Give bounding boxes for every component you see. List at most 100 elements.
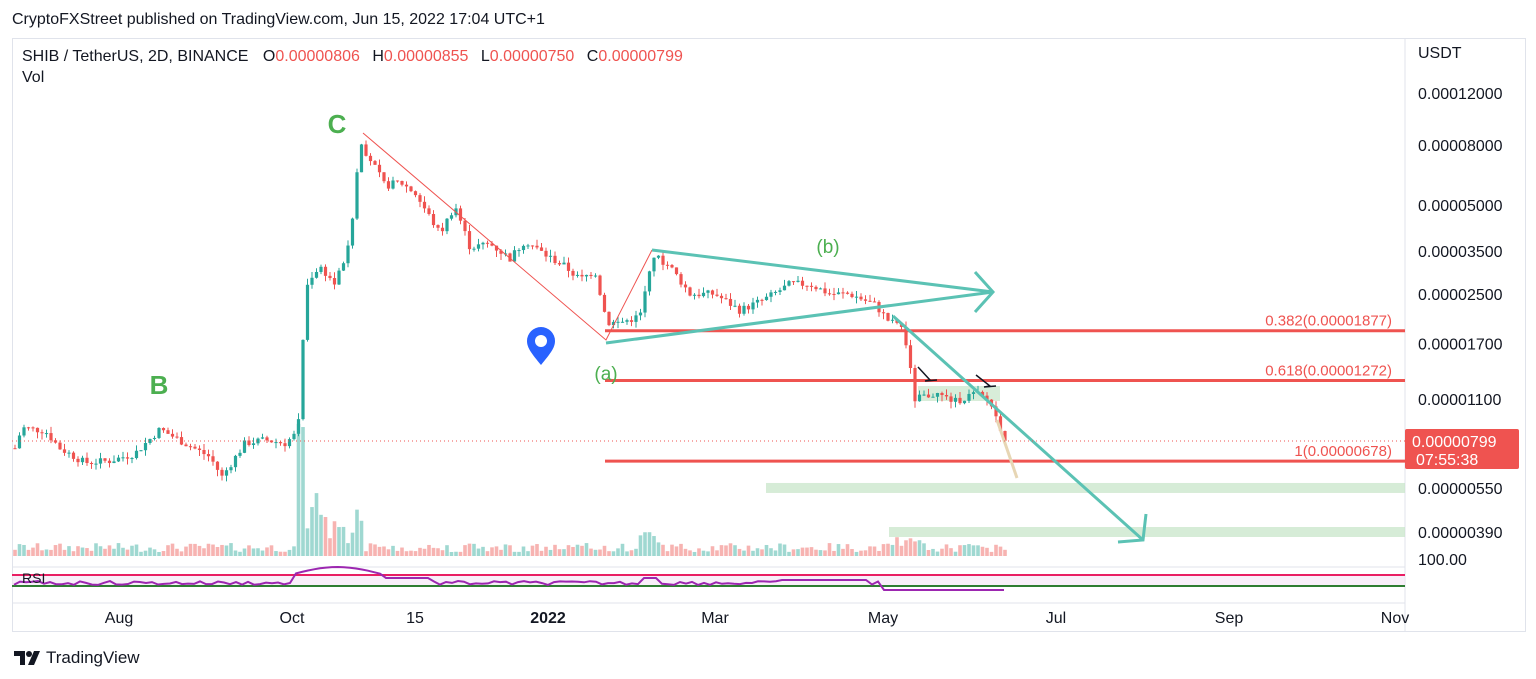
candle: [994, 401, 998, 423]
volume-bar: [692, 551, 697, 556]
volume-bar: [197, 545, 202, 556]
time-tick-label: Nov: [1381, 610, 1409, 627]
candle: [805, 285, 809, 291]
price-tick-label: 0.00005000: [1418, 198, 1503, 215]
volume-bar: [935, 551, 940, 556]
candle: [71, 451, 76, 462]
volume-bar: [328, 538, 332, 556]
price-tick-label: 0.00008000: [1418, 138, 1503, 155]
volume-bar: [872, 546, 877, 556]
volume-bar: [602, 545, 607, 556]
candle: [508, 252, 512, 262]
volume-bar: [152, 549, 157, 556]
candle: [341, 261, 346, 271]
volume-bar: [49, 549, 53, 556]
volume-bar: [256, 548, 260, 556]
candle: [827, 288, 832, 296]
candle: [575, 271, 580, 278]
projection-arrow: [891, 314, 1145, 542]
volume-bar: [980, 546, 985, 556]
candle: [107, 458, 112, 468]
volume-bar: [679, 543, 683, 556]
low-label: L: [481, 48, 490, 65]
candle: [355, 168, 359, 220]
volume-bar: [607, 551, 611, 556]
candle: [548, 249, 553, 263]
volume-bar: [125, 549, 130, 556]
open-value: 0.00000806: [275, 48, 360, 65]
volume-bar: [863, 550, 868, 556]
price-tick-label: 0.00012000: [1418, 86, 1503, 103]
volume-bar: [418, 547, 422, 556]
candle: [400, 180, 404, 187]
candle: [364, 140, 368, 157]
candle: [13, 444, 17, 450]
candle: [58, 440, 62, 450]
time-tick-label: 2022: [530, 610, 566, 627]
volume-bar: [922, 543, 926, 556]
volume-bar: [161, 551, 166, 556]
candle: [436, 224, 440, 231]
volume-bar: [26, 549, 31, 556]
candle: [854, 291, 859, 304]
volume-bar: [440, 550, 445, 556]
candle: [755, 296, 760, 308]
volume-bar: [661, 544, 665, 556]
volume-bar: [107, 545, 112, 556]
candle: [517, 248, 521, 257]
volume-bar: [647, 532, 652, 556]
volume-bar: [179, 551, 184, 556]
volume-bar: [683, 548, 688, 556]
candle: [494, 245, 499, 257]
candle: [908, 339, 913, 374]
volume-bar: [67, 546, 71, 556]
wave-label: B: [150, 370, 169, 400]
volume-bar: [1003, 549, 1007, 556]
volume-bar: [481, 546, 485, 556]
volume-bar: [247, 545, 251, 556]
candle: [386, 177, 391, 191]
candle: [890, 314, 895, 324]
candle: [562, 256, 566, 265]
candle: [94, 458, 98, 470]
last-price-value: 0.00000799: [1412, 434, 1497, 451]
volume-bar: [841, 548, 845, 556]
time-tick-label: Sep: [1215, 610, 1244, 627]
candle: [737, 303, 742, 318]
volume-bar: [211, 544, 215, 556]
candle: [449, 212, 454, 221]
volume-bar: [350, 532, 355, 556]
candle: [103, 458, 107, 463]
volume-bar: [719, 545, 724, 556]
volume-bar: [998, 546, 1003, 556]
candle: [926, 388, 931, 398]
volume-bar: [13, 549, 17, 556]
candle: [710, 289, 715, 299]
volume-bar: [832, 550, 836, 556]
candle: [445, 218, 449, 235]
volume-bar: [283, 551, 287, 556]
volume-bar: [476, 548, 481, 556]
candle: [913, 364, 917, 408]
volume-bar: [800, 547, 805, 556]
volume-bar: [98, 546, 103, 556]
volume-bar: [593, 549, 598, 556]
volume-bar: [332, 521, 337, 556]
candle: [62, 443, 67, 456]
candle: [85, 452, 89, 466]
price-tick-label: 0.00003500: [1418, 244, 1503, 261]
location-pin-icon[interactable]: [527, 327, 555, 365]
candle: [44, 429, 49, 438]
candle: [337, 267, 341, 286]
volume-bar: [436, 548, 440, 556]
symbol-name: SHIB / TetherUS, 2D, BINANCE: [22, 48, 248, 65]
volume-bar: [373, 544, 377, 556]
triangle-arrowhead: [973, 270, 996, 314]
price-axis: 0.00012000 0.00008000 0.00005000 0.00003500…: [1418, 86, 1503, 542]
price-tick-label: 0.00002500: [1418, 287, 1503, 304]
candle: [166, 427, 170, 434]
candle: [134, 445, 139, 460]
chart-frame: [12, 38, 1526, 632]
candle: [170, 429, 175, 439]
